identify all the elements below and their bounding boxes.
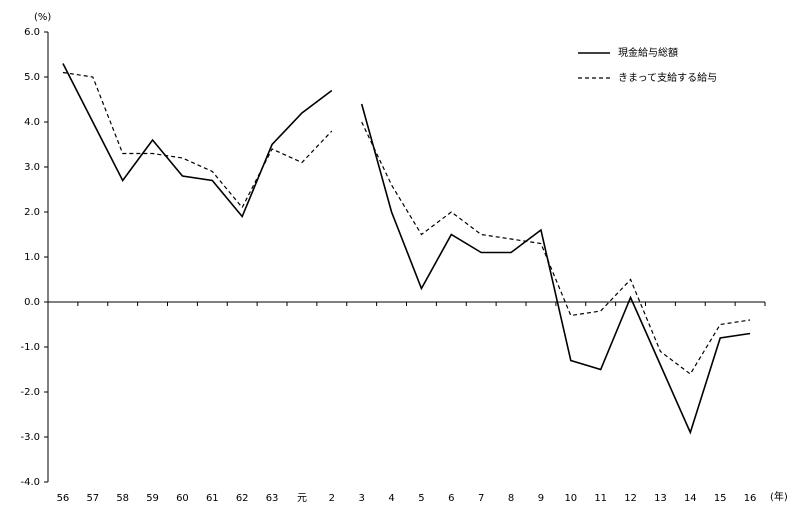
x-tick-label: 5 <box>418 493 424 504</box>
x-tick-label: 56 <box>57 493 70 504</box>
x-tick-label: 16 <box>744 493 757 504</box>
legend-label: きまって支給する給与 <box>618 71 717 84</box>
y-tick-label: -2.0 <box>20 387 40 398</box>
y-unit-label: (%) <box>34 12 51 23</box>
x-tick-label: 58 <box>116 493 129 504</box>
y-tick-label: 4.0 <box>24 117 40 128</box>
y-tick-label: 2.0 <box>24 207 40 218</box>
x-tick-label: 元 <box>297 493 307 504</box>
x-tick-label: 12 <box>624 493 637 504</box>
y-tick-label: -4.0 <box>20 477 40 488</box>
x-tick-label: 62 <box>236 493 249 504</box>
x-tick-label: 60 <box>176 493 189 504</box>
x-tick-label: 61 <box>206 493 219 504</box>
y-tick-label: 0.0 <box>24 297 40 308</box>
line <box>62 71 333 209</box>
y-tick-label: 3.0 <box>24 162 40 173</box>
x-tick-label: 2 <box>329 493 335 504</box>
x-tick-label: 14 <box>684 493 697 504</box>
line <box>361 121 751 375</box>
x-tick-label: 10 <box>564 493 577 504</box>
line <box>360 103 751 435</box>
x-tick-label: 57 <box>86 493 99 504</box>
x-tick-label: 3 <box>359 493 365 504</box>
x-tick-label: 9 <box>538 493 544 504</box>
x-tick-label: 7 <box>478 493 484 504</box>
x-tick-label: 11 <box>594 493 607 504</box>
line <box>62 63 333 219</box>
x-tick-label: 13 <box>654 493 667 504</box>
y-tick-label: 5.0 <box>24 72 40 83</box>
y-tick-label: 6.0 <box>24 27 40 38</box>
x-tick-label: 15 <box>714 493 727 504</box>
y-tick-label: 1.0 <box>24 252 40 263</box>
y-tick-label: -1.0 <box>20 342 40 353</box>
x-tick-label: 59 <box>146 493 159 504</box>
y-tick-label: -3.0 <box>20 432 40 443</box>
legend-label: 現金給与総額 <box>618 46 678 59</box>
x-tick-label: 8 <box>508 493 514 504</box>
x-unit-label: (年) <box>770 490 788 503</box>
x-tick-label: 4 <box>388 493 394 504</box>
x-tick-label: 63 <box>266 493 279 504</box>
x-tick-label: 6 <box>448 493 454 504</box>
